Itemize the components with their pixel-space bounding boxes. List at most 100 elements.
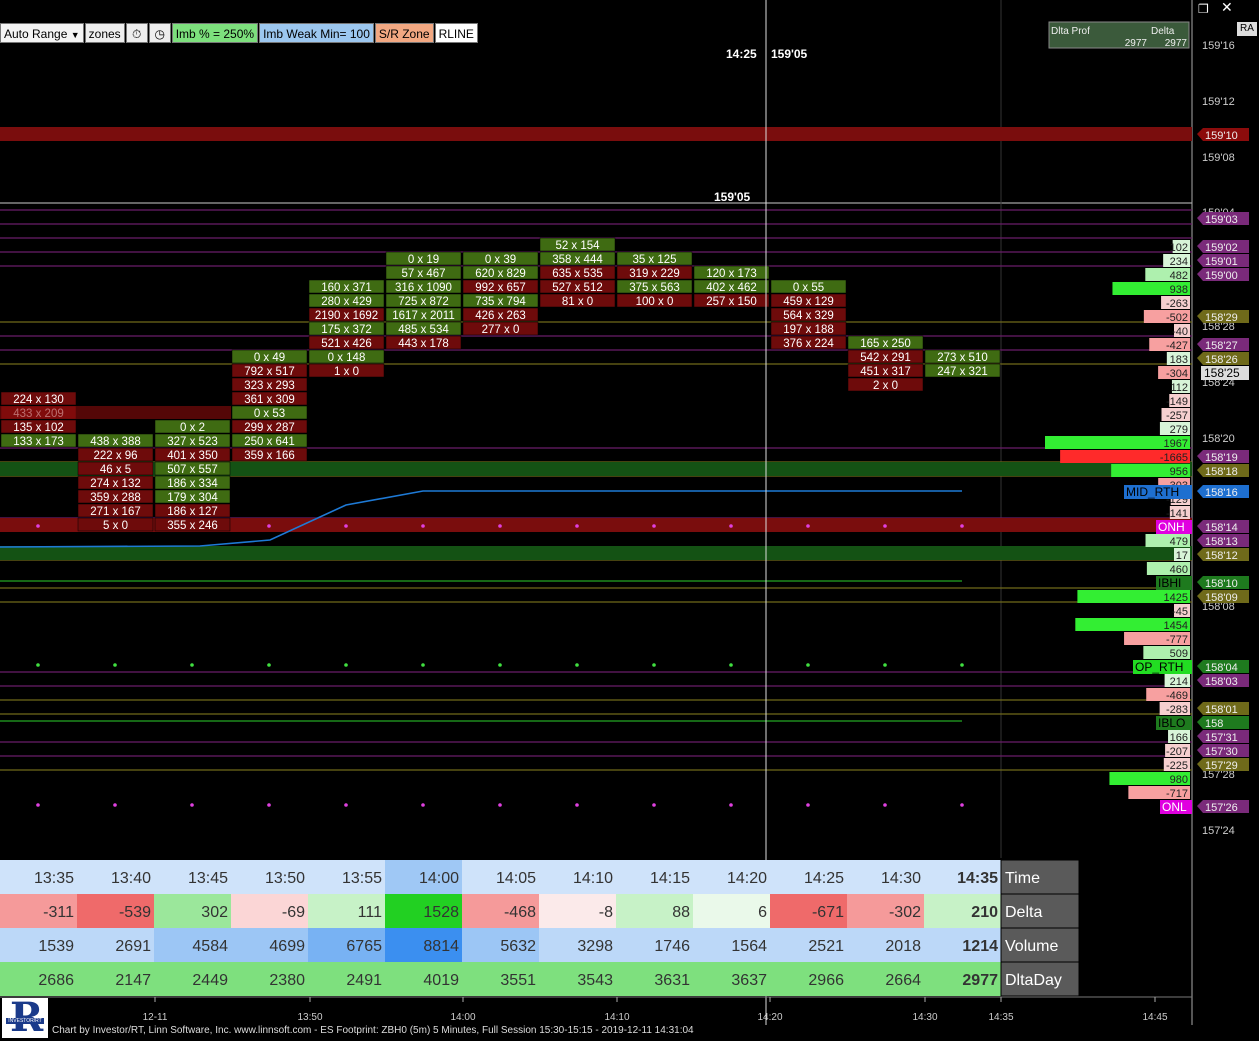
delta-profile-value: 460 — [1170, 564, 1188, 576]
dltaday-cell: 2966 — [808, 972, 844, 989]
footprint-cell — [231, 433, 308, 448]
price-level-tag — [1197, 128, 1249, 141]
delta-profile-bar — [1165, 744, 1190, 757]
delta-profile-bar — [1145, 268, 1190, 281]
onl-dot-2 — [190, 803, 194, 807]
delta-profile-bar — [1169, 394, 1190, 407]
delta-profile-bar — [1128, 786, 1190, 799]
time-axis-label: 14:35 — [988, 1012, 1013, 1023]
volume-cell: 4584 — [192, 938, 228, 955]
price-level-tag-text: 158'27 — [1205, 340, 1238, 352]
footprint-cell — [693, 293, 770, 308]
clock-icon[interactable]: ◷ — [148, 23, 171, 43]
stopwatch-icon[interactable]: ⏱ — [125, 23, 148, 43]
footprint-cell-text: 277 x 0 — [482, 324, 520, 336]
zones-button[interactable]: zones — [84, 23, 125, 43]
stats-row-label: Volume — [1005, 938, 1058, 955]
delta-profile-bar — [1146, 562, 1190, 575]
footprint-cell — [462, 265, 539, 280]
volume-cell-bg — [231, 928, 308, 962]
dltaday-cell-bg — [693, 962, 770, 996]
footprint-bar-1355: 160 x 371 280 x 429 2190 x 1692 175 x 372 52… — [308, 279, 385, 378]
price-axis-label: 159'08 — [1202, 152, 1235, 164]
dltaday-cell: 2491 — [346, 972, 382, 989]
footprint-cell — [231, 419, 308, 434]
dltaday-cell: 2380 — [269, 972, 305, 989]
rline-button[interactable]: RLINE — [434, 23, 478, 43]
range-dropdown[interactable]: Auto Range ▼ — [0, 23, 84, 43]
footprint-cell-text: 1 x 0 — [334, 366, 359, 378]
volume-cell-bg — [0, 928, 77, 962]
footprint-cell — [77, 433, 154, 448]
price-level-tag-text: 158'10 — [1205, 578, 1238, 590]
delta-cell: 210 — [971, 904, 998, 921]
delta-profile-bar — [1145, 534, 1190, 547]
footprint-cell — [770, 321, 847, 336]
ra-badge[interactable]: RA — [1237, 22, 1257, 36]
stats-row-label-bg — [1000, 859, 1080, 895]
footprint-cell-text: 564 x 329 — [783, 310, 834, 322]
imb-pct-button[interactable]: Imb % = 250% — [171, 23, 259, 43]
footprint-cell — [847, 349, 924, 364]
delta-profile-value: 166 — [1170, 732, 1188, 744]
time-cell: 14:35 — [957, 870, 998, 887]
footprint-cell-text: 361 x 309 — [244, 394, 295, 406]
sr-zone-button[interactable]: S/R Zone — [374, 23, 434, 43]
delta-profile-value: 234 — [1170, 256, 1188, 268]
footprint-cell-text: 401 x 350 — [167, 450, 218, 462]
name-tag-text: MID_RTH — [1126, 485, 1179, 499]
footprint-cell-text: 57 x 467 — [401, 268, 445, 280]
footprint-cell — [924, 363, 1001, 378]
op-rth-dot-1 — [113, 663, 117, 667]
name-tag — [1156, 716, 1192, 730]
time-axis-label: 14:00 — [450, 1012, 475, 1023]
delta-profile-value: 980 — [1170, 774, 1188, 786]
delta-profile-bar — [1075, 618, 1190, 631]
footprint-cell-text: 0 x 39 — [485, 254, 516, 266]
footprint-cell-text: 792 x 517 — [244, 366, 295, 378]
stats-row-label-bg — [1000, 961, 1080, 997]
dltaday-cell: 3637 — [731, 972, 767, 989]
delta-profile-value: 1967 — [1164, 438, 1188, 450]
time-cell-bg — [308, 860, 385, 894]
volume-cell: 2521 — [808, 938, 844, 955]
stats-row-label-bg — [1000, 927, 1080, 963]
price-axis-label: 158'08 — [1202, 601, 1235, 613]
footprint-cell-text: 186 x 127 — [167, 506, 218, 518]
footprint-cell-text: 735 x 794 — [475, 296, 526, 308]
stats-column: 13:45 302 4584 2449 — [154, 860, 231, 996]
footprint-cell — [308, 293, 385, 308]
time-cell-bg — [385, 860, 462, 894]
volume-cell: 1746 — [654, 938, 690, 955]
footprint-cell — [154, 503, 231, 518]
volume-cell-bg — [385, 928, 462, 962]
green-zone-band — [0, 462, 1192, 476]
imb-weak-button[interactable]: Imb Weak Min= 100 — [259, 23, 374, 43]
onh-dot-11 — [883, 524, 887, 528]
footprint-cell-text: 438 x 388 — [90, 436, 141, 448]
stats-column: 14:30 -302 2018 2664 — [847, 860, 924, 996]
footprint-cell-text: 521 x 426 — [321, 338, 372, 350]
close-icon[interactable]: ✕ — [1221, 0, 1233, 16]
time-cell: 14:15 — [650, 870, 690, 887]
restore-icon[interactable]: ❐ — [1198, 2, 1209, 16]
footprint-cell — [308, 349, 385, 364]
delta-cell: -8 — [599, 904, 613, 921]
delta-cell-bg — [616, 894, 693, 928]
cursor-time-label: 14:25 — [726, 47, 757, 61]
delta-cell: 6 — [758, 904, 767, 921]
price-marker-label: 159'05 — [714, 190, 751, 204]
stats-column: 13:35 -311 1539 2686 — [0, 860, 77, 996]
price-axis-label: 158'20 — [1202, 433, 1235, 445]
footprint-cell — [847, 335, 924, 350]
footprint-cell — [154, 489, 231, 504]
price-level-tag-text: 159'10 — [1205, 130, 1238, 142]
time-cell: 14:20 — [727, 870, 767, 887]
time-cell: 13:50 — [265, 870, 305, 887]
price-level-tag — [1197, 534, 1249, 547]
footprint-cell-text: 179 x 304 — [167, 492, 218, 504]
footprint-cell-text: 160 x 371 — [321, 282, 372, 294]
delta-profile-bar — [1174, 324, 1190, 337]
volume-cell: 1564 — [731, 938, 767, 955]
